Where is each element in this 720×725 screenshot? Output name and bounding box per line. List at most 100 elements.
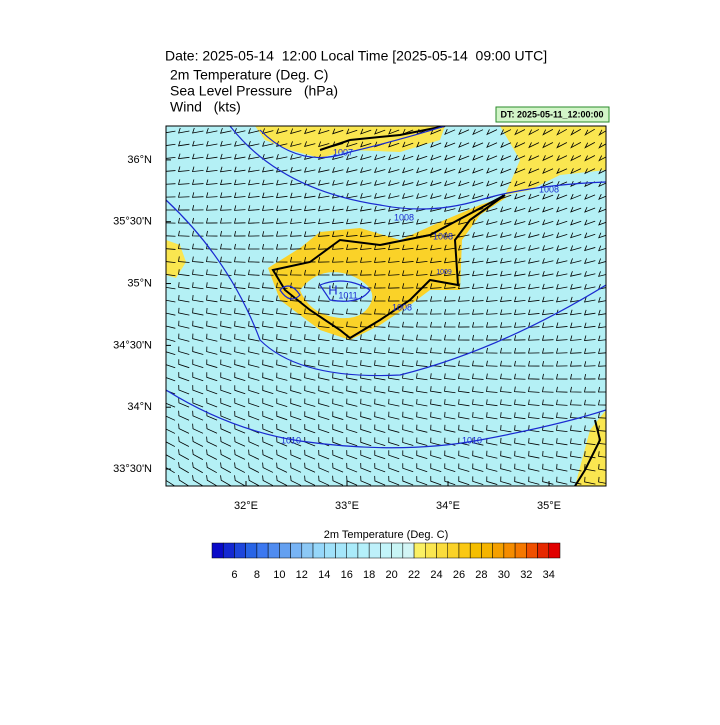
wind-barb: [373, 257, 386, 263]
colorbar-box: [368, 542, 381, 559]
wind-barb: [290, 385, 302, 394]
wind-barb: [388, 398, 400, 407]
wind-barb: [500, 193, 512, 200]
wind-barb: [556, 258, 568, 264]
colorbar-tick-label: 8: [254, 569, 260, 581]
wind-barb: [332, 282, 344, 289]
wind-barb: [444, 373, 456, 380]
wind-barb: [471, 322, 484, 328]
wind-barb: [570, 258, 582, 264]
wind-barb: [430, 399, 442, 407]
wind-barb: [429, 283, 442, 289]
wind-barb: [542, 129, 554, 136]
wind-barb: [290, 295, 302, 302]
wind-barb: [514, 386, 526, 393]
wind-barb: [166, 192, 176, 198]
wind-barb: [359, 257, 372, 263]
wind-barb: [500, 219, 512, 226]
wind-barb: [556, 168, 568, 175]
wind-barb: [584, 271, 596, 277]
wind-barb: [192, 320, 204, 329]
wind-barb: [234, 243, 246, 250]
wind-barb: [388, 334, 400, 341]
wind-barb: [584, 463, 596, 472]
wind-barb: [569, 283, 582, 290]
wind-barb: [247, 179, 260, 186]
wind-barb: [444, 463, 456, 472]
wind-barb: [541, 296, 554, 303]
wind-barb: [248, 359, 260, 368]
wind-barb: [402, 141, 414, 148]
colorbar-tick-label: 14: [318, 569, 330, 581]
wind-barb: [178, 346, 190, 355]
wind-barb: [262, 359, 274, 368]
wind-barb: [430, 424, 442, 433]
colorbar-tick-label: 6: [231, 569, 237, 581]
wind-barb: [583, 361, 596, 367]
wind-barb: [527, 270, 540, 277]
wind-barb: [290, 269, 302, 276]
wind-barb: [541, 348, 554, 354]
wind-barb: [262, 411, 274, 421]
wind-barb: [430, 154, 442, 161]
wind-barb: [374, 308, 386, 315]
wind-barb: [500, 180, 512, 187]
wind-barb: [388, 193, 400, 199]
wind-barb: [219, 192, 232, 198]
wind-barb: [304, 347, 316, 355]
wind-barb: [570, 193, 582, 200]
wind-barb: [388, 347, 400, 354]
wind-barb: [472, 360, 484, 367]
wind-barb: [290, 436, 302, 447]
wind-barb: [584, 399, 596, 406]
wind-barb: [527, 283, 540, 290]
wind-barb: [220, 256, 232, 263]
wind-barb: [303, 205, 316, 212]
wind-barb: [206, 359, 218, 368]
wind-barb: [166, 299, 176, 303]
wind-barb: [402, 476, 414, 486]
wind-barb: [192, 449, 204, 460]
contour-label: 1008: [392, 302, 412, 312]
wind-barb: [415, 296, 428, 302]
wind-barb: [569, 296, 582, 303]
wind-barb: [373, 244, 386, 251]
wind-barb: [262, 423, 274, 434]
wind-barb: [570, 219, 582, 226]
wind-barb: [472, 129, 484, 136]
wind-barb: [485, 270, 498, 277]
wind-barb: [542, 386, 554, 393]
wind-barb: [542, 373, 554, 380]
wind-barb: [290, 411, 302, 421]
wind-barb: [166, 402, 176, 408]
wind-barb: [416, 193, 428, 199]
wind-barb: [192, 256, 204, 263]
wind-barb: [499, 283, 512, 290]
wind-barb: [430, 180, 442, 187]
wind-barb: [374, 385, 386, 394]
wind-barb: [458, 154, 470, 161]
wind-barb: [220, 475, 231, 486]
wind-barb: [220, 410, 232, 421]
wind-barbs: [166, 127, 606, 486]
wind-barb: [290, 128, 302, 135]
wind-barb: [416, 141, 428, 148]
wind-barb: [570, 438, 582, 446]
wind-barb: [402, 463, 414, 473]
wind-barb: [205, 153, 218, 160]
wind-barb: [234, 256, 246, 263]
wind-barb: [542, 450, 554, 459]
wind-barb: [486, 412, 498, 420]
wind-barb: [444, 154, 456, 161]
wind-barb: [457, 296, 470, 302]
wind-barb: [443, 244, 456, 251]
wind-barb: [570, 168, 582, 175]
wind-barb: [234, 320, 246, 329]
wind-barb: [541, 335, 554, 341]
wind-barb: [332, 347, 344, 355]
wind-barb: [178, 256, 190, 263]
wind-barb: [583, 309, 596, 316]
wind-barb: [317, 205, 330, 212]
wind-barb: [416, 321, 428, 328]
wind-barb: [192, 372, 204, 382]
